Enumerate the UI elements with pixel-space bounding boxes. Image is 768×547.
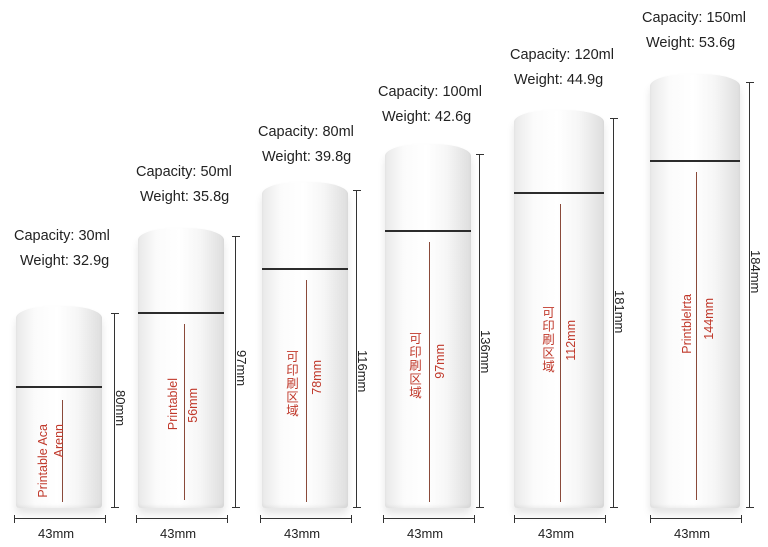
width-dimension-120ml bbox=[514, 515, 606, 523]
cap-seam bbox=[262, 268, 348, 270]
capacity-label-50ml: Capacity: 50ml bbox=[136, 164, 232, 180]
bottle-120ml: 可印刷区域 112mm bbox=[514, 110, 604, 508]
height-label-30ml: 80mm bbox=[113, 390, 128, 427]
width-dimension-80ml bbox=[260, 515, 352, 523]
bottle-30ml: Printable Aca Arenn bbox=[16, 306, 102, 508]
width-dimension-30ml bbox=[14, 515, 106, 523]
height-dimension-120ml bbox=[610, 118, 618, 508]
printable-area-size: 144mm bbox=[702, 298, 716, 340]
printable-area-line bbox=[560, 204, 561, 502]
width-dimension-150ml bbox=[650, 515, 742, 523]
height-dimension-30ml bbox=[111, 313, 119, 508]
width-label-150ml: 43mm bbox=[674, 526, 711, 541]
width-label-50ml: 43mm bbox=[160, 526, 197, 541]
printable-area-label: Printblelrta bbox=[680, 294, 694, 354]
capacity-label-100ml: Capacity: 100ml bbox=[378, 84, 482, 100]
printable-area-label: 可印刷区域 bbox=[540, 306, 554, 374]
weight-label-100ml: Weight: 42.6g bbox=[382, 109, 472, 125]
width-dimension-50ml bbox=[136, 515, 228, 523]
printable-area-label: Arenn bbox=[52, 424, 66, 458]
height-dimension-50ml bbox=[232, 236, 240, 508]
width-label-100ml: 43mm bbox=[407, 526, 444, 541]
width-label-80ml: 43mm bbox=[284, 526, 321, 541]
bottle-150ml: Printblelrta 144mm bbox=[650, 74, 740, 508]
capacity-label-120ml: Capacity: 120ml bbox=[510, 47, 614, 63]
height-label-100ml: 136mm bbox=[478, 330, 493, 374]
cap-seam bbox=[16, 386, 102, 388]
weight-label-80ml: Weight: 39.8g bbox=[262, 149, 352, 165]
cap-seam bbox=[650, 160, 740, 162]
printable-area-label: 可印刷区域 bbox=[284, 350, 298, 418]
printable-area-line bbox=[306, 280, 307, 502]
printable-area-label: 可印刷区域 bbox=[407, 332, 421, 400]
cap-seam bbox=[514, 192, 604, 194]
height-dimension-100ml bbox=[476, 154, 484, 508]
printable-area-line bbox=[62, 400, 63, 502]
printable-area-line bbox=[429, 242, 430, 502]
bottle-100ml: 可印刷区域 97mm bbox=[385, 144, 471, 508]
height-label-150ml: 184mm bbox=[748, 250, 763, 294]
printable-area-size: 97mm bbox=[433, 344, 447, 379]
printable-area-label: 56mm bbox=[186, 388, 200, 423]
height-label-80ml: 116mm bbox=[355, 350, 370, 393]
capacity-label-80ml: Capacity: 80ml bbox=[258, 124, 354, 140]
printable-area-label: Printable Aca bbox=[36, 424, 50, 498]
width-label-30ml: 43mm bbox=[38, 526, 75, 541]
printable-area-label: Printablel bbox=[166, 378, 180, 431]
weight-label-30ml: Weight: 32.9g bbox=[20, 253, 110, 269]
height-label-50ml: 97mm bbox=[234, 350, 249, 387]
height-label-120ml: 181mm bbox=[612, 290, 627, 334]
weight-label-120ml: Weight: 44.9g bbox=[514, 72, 604, 88]
printable-area-size: 78mm bbox=[310, 360, 324, 395]
capacity-label-150ml: Capacity: 150ml bbox=[642, 10, 746, 26]
cap-seam bbox=[138, 312, 224, 314]
capacity-label-30ml: Capacity: 30ml bbox=[14, 228, 110, 244]
weight-label-150ml: Weight: 53.6g bbox=[646, 35, 736, 51]
printable-area-line bbox=[696, 172, 697, 500]
width-dimension-100ml bbox=[383, 515, 475, 523]
bottle-80ml: 可印刷区域 78mm bbox=[262, 182, 348, 508]
height-dimension-150ml bbox=[746, 82, 754, 508]
weight-label-50ml: Weight: 35.8g bbox=[140, 189, 230, 205]
printable-area-size: 112mm bbox=[564, 320, 578, 361]
printable-area-line bbox=[184, 324, 185, 500]
bottle-50ml: Printablel 56mm bbox=[138, 228, 224, 508]
height-dimension-80ml bbox=[353, 190, 361, 508]
cap-seam bbox=[385, 230, 471, 232]
width-label-120ml: 43mm bbox=[538, 526, 575, 541]
